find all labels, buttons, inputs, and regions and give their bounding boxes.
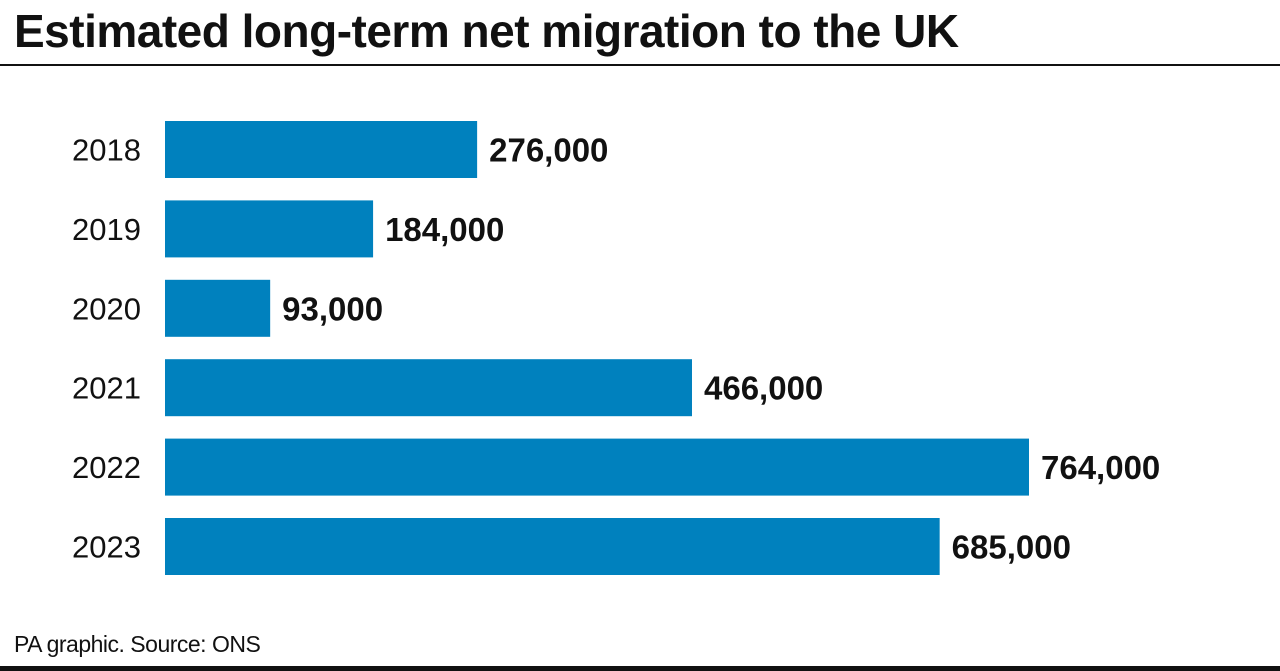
source-note: PA graphic. Source: ONS [14,631,261,657]
category-label: 2020 [72,291,141,326]
bar-2023 [165,518,940,575]
bar-2018 [165,121,478,178]
data-label: 764,000 [1041,449,1160,486]
data-label: 93,000 [282,290,383,327]
data-label: 276,000 [489,132,608,169]
bar-2019 [165,200,374,258]
category-label: 2023 [72,530,141,565]
data-label: 466,000 [704,370,823,407]
title-divider [0,64,1280,66]
data-label: 685,000 [952,529,1071,566]
category-label: 2022 [72,450,141,485]
chart-title: Estimated long-term net migration to the… [14,5,959,57]
category-label: 2018 [72,133,141,168]
data-label: 184,000 [385,211,504,248]
bar-2021 [165,359,692,417]
bar-2022 [165,438,1029,496]
bar-2020 [165,279,271,337]
category-label: 2019 [72,212,141,247]
category-label: 2021 [72,371,141,406]
bottom-divider [0,666,1280,671]
